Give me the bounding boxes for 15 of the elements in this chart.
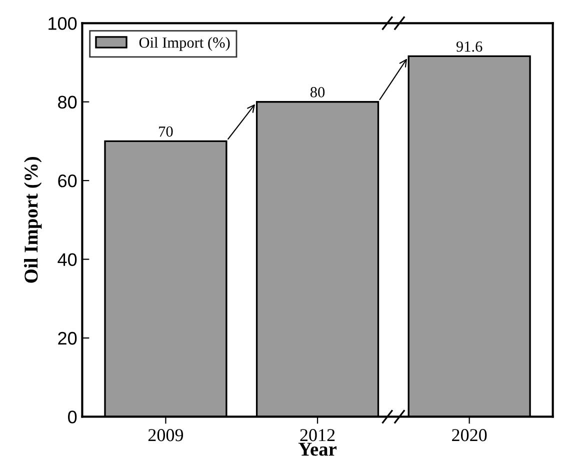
y-tick-label: 100 bbox=[48, 17, 77, 30]
y-axis-title: Oil Import (%) bbox=[24, 157, 42, 283]
x-axis-title: Year bbox=[298, 442, 337, 456]
x-tick-label: 2020 bbox=[452, 429, 487, 442]
y-tick-label: 80 bbox=[58, 96, 77, 109]
text: 70 bbox=[159, 126, 173, 137]
y-tick-label: 60 bbox=[58, 174, 77, 188]
y-tick-label: 0 bbox=[68, 410, 77, 424]
y-tick-label: 40 bbox=[58, 253, 77, 266]
x-tick-label: 2009 bbox=[148, 429, 184, 442]
y-tick-label: 20 bbox=[58, 332, 77, 345]
text: 80 bbox=[310, 87, 325, 98]
x-tick-label: 2012 bbox=[300, 429, 335, 442]
legend-label: Oil Import (%) bbox=[139, 36, 230, 51]
text: 91.6 bbox=[456, 41, 482, 52]
